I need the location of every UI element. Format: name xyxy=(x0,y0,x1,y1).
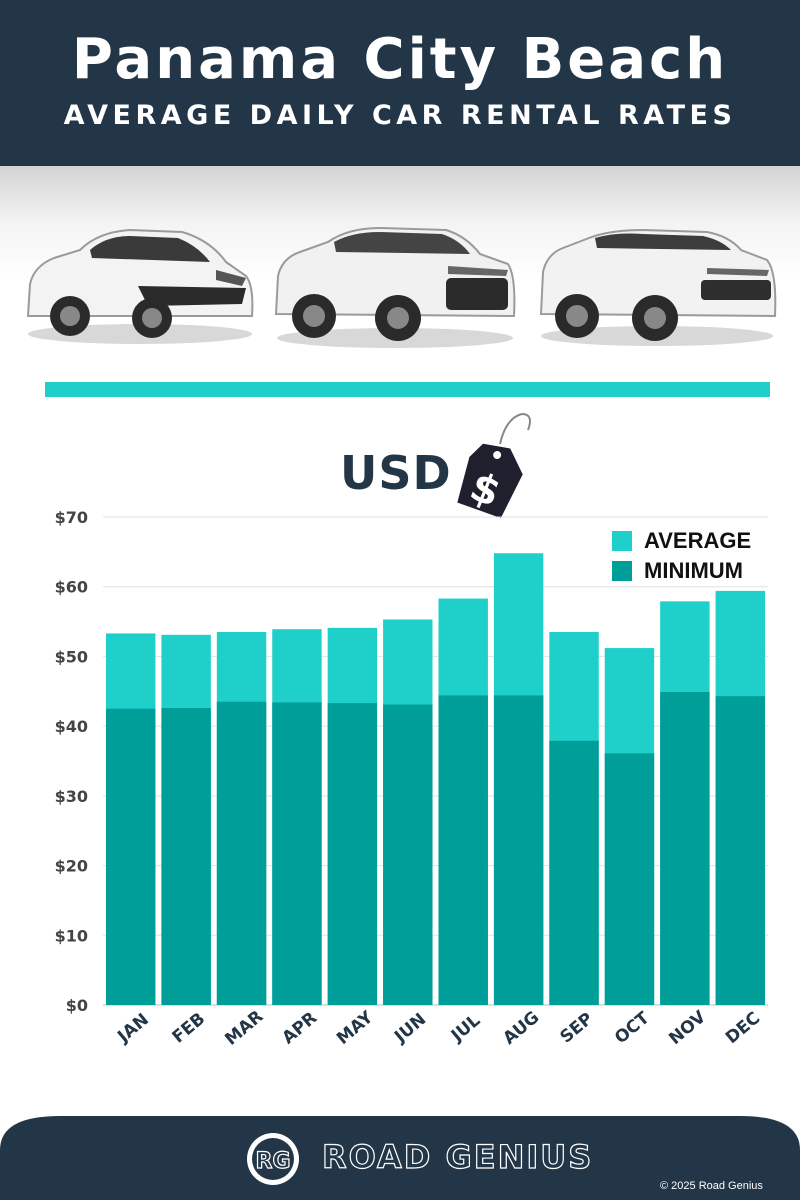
y-tick-label: $50 xyxy=(55,647,88,666)
x-tick-label: MAR xyxy=(221,1007,267,1050)
rental-rate-bar-chart: $0$10$20$30$40$50$60$70 JAN FEB MAR APR MAY J… xyxy=(55,508,768,1050)
minimum-bar-dec xyxy=(715,696,765,1005)
minimum-bar-sep xyxy=(549,740,599,1005)
price-tag-icon: $ xyxy=(454,412,531,521)
x-tick-label: JUL xyxy=(447,1010,484,1046)
x-tick-label: JUN xyxy=(390,1009,430,1047)
minimum-bar-nov xyxy=(660,691,710,1005)
y-tick-label: $60 xyxy=(55,578,88,597)
currency-label: USD xyxy=(340,446,452,500)
x-tick-label: OCT xyxy=(611,1008,654,1048)
x-tick-label: JAN xyxy=(113,1010,152,1048)
x-tick-label: AUG xyxy=(500,1008,544,1049)
minimum-bar-mar xyxy=(216,701,267,1005)
y-tick-label: $30 xyxy=(55,787,88,806)
minimum-bar-may xyxy=(327,703,378,1005)
y-tick-label: $40 xyxy=(55,717,88,736)
x-tick-label: DEC xyxy=(722,1008,764,1048)
hatchback-car-image xyxy=(26,228,254,344)
legend-swatch-minimum xyxy=(612,561,632,581)
y-tick-label: $20 xyxy=(55,857,88,876)
brand-logo-initials: RG xyxy=(256,1149,291,1174)
legend-label-minimum: MINIMUM xyxy=(644,558,743,583)
minimum-bar-jan xyxy=(106,708,156,1005)
brand-name: ROAD GENIUS xyxy=(321,1137,594,1176)
car-illustrations xyxy=(0,166,800,376)
minimum-bar-aug xyxy=(493,695,544,1005)
x-tick-label: SEP xyxy=(556,1009,597,1048)
copyright-text: © 2025 Road Genius xyxy=(660,1180,763,1192)
chart-gridlines xyxy=(103,516,768,1006)
page-title: Panama City Beach xyxy=(71,27,729,92)
minimum-bar-oct xyxy=(604,753,655,1005)
x-tick-label: NOV xyxy=(665,1007,710,1049)
y-tick-label: $10 xyxy=(55,926,88,945)
luxury-suv-car-image xyxy=(539,228,777,346)
legend-swatch-average xyxy=(612,531,632,551)
header-banner: Panama City Beach AVERAGE DAILY CAR RENT… xyxy=(0,0,800,166)
minimum-bar-jun xyxy=(383,704,433,1005)
y-axis-tick-labels: $0 $10 $20 $30 $40 $50 $60 $70 xyxy=(55,508,88,1015)
section-divider xyxy=(45,382,770,397)
minimum-bar-apr xyxy=(272,702,322,1005)
x-tick-label: MAY xyxy=(333,1007,378,1049)
x-axis-tick-labels: JAN FEB MAR APR MAY JUN JUL AUG SEP OCT NOV DEC xyxy=(113,1007,764,1050)
x-tick-label: APR xyxy=(278,1008,321,1048)
page-subtitle: AVERAGE DAILY CAR RENTAL RATES xyxy=(63,100,737,131)
minimum-bars xyxy=(106,691,765,1005)
suv-car-image xyxy=(274,226,516,348)
y-tick-label: $0 xyxy=(66,996,88,1015)
y-tick-label: $70 xyxy=(55,508,88,527)
minimum-bar-feb xyxy=(161,708,211,1005)
footer-banner: RG xyxy=(0,1116,800,1200)
legend-label-average: AVERAGE xyxy=(644,528,752,553)
x-tick-label: FEB xyxy=(169,1009,210,1048)
minimum-bar-jul xyxy=(438,695,488,1005)
